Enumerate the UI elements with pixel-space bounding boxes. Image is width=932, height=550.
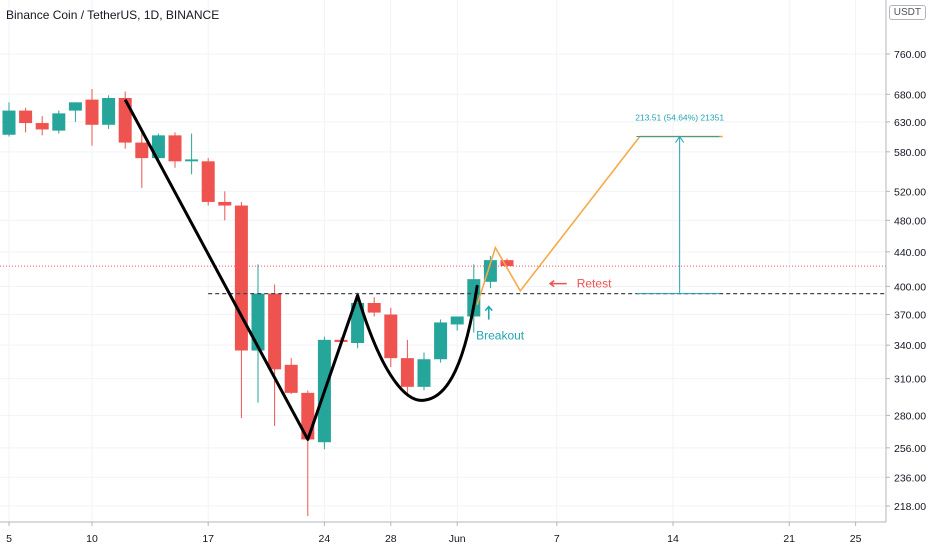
candle-body [118,98,132,143]
grid [0,0,886,522]
candle-body [201,161,215,202]
candle [351,292,365,349]
candle [301,390,315,517]
annotations: 213.51 (54.64%) 21351 Breakout Retest [476,113,724,343]
candle-body [351,302,365,344]
y-tick-label: 218.00 [894,501,926,513]
y-tick-label: 440.00 [894,247,926,259]
candle [201,158,215,206]
y-tick-label: 340.00 [894,340,926,352]
y-tick-label: 400.00 [894,281,926,293]
x-tick-label: 7 [554,533,560,545]
candle-body [251,293,265,351]
candle [234,201,248,419]
candle-body [450,316,464,325]
candle [417,352,431,391]
candle [384,307,398,368]
chart-title: Binance Coin / TetherUS, 1D, BINANCE [6,8,220,22]
candle-body [417,359,431,387]
candle-body [218,201,232,206]
candle-body [384,314,398,359]
x-tick-label: 25 [850,533,862,545]
y-tick-label: 760.00 [894,49,926,61]
y-tick-label: 680.00 [894,89,926,101]
y-tick-label: 630.00 [894,117,926,129]
candle-body [234,205,248,351]
candle [52,110,66,134]
candle [35,116,49,136]
y-tick-label: 580.00 [894,147,926,159]
candle [19,107,33,133]
candle [2,102,16,137]
y-tick-label: 480.00 [894,215,926,227]
x-tick-label: Jun [449,533,466,545]
retest-label: Retest [577,277,612,291]
candle [151,133,165,162]
candle-body [185,159,199,162]
x-tick-label: 14 [667,533,679,545]
y-tick-label: 256.00 [894,443,926,455]
x-axis: 5 10 17 24 28 Jun 7 14 21 25 [0,521,932,550]
y-tick-label: 520.00 [894,186,926,198]
candle-body [2,110,16,135]
y-axis-background [886,0,932,550]
candle [68,102,82,122]
candle-body [35,123,49,130]
pattern-drop-line [123,98,360,441]
measure-arrowhead [675,135,685,143]
y-tick-label: 370.00 [894,310,926,322]
candle-body [85,99,99,125]
candle [367,297,381,317]
candle [284,358,298,395]
candle [251,264,265,403]
retest-arrow-icon [548,279,567,288]
candle [168,132,182,168]
x-tick-label: 21 [783,533,795,545]
candle [85,88,99,146]
y-tick-label: 280.00 [894,410,926,422]
candle-body [52,113,66,131]
candle-body [500,260,514,267]
candle [218,191,232,221]
x-tick-label: 24 [319,533,331,545]
y-tick-label: 310.00 [894,374,926,386]
chart-lines [0,98,886,441]
candles [2,88,514,517]
breakout-arrow-icon [484,305,493,320]
measure-label: 213.51 (54.64%) 21351 [635,113,724,123]
x-axis-background [0,522,886,550]
candle-body [367,302,381,313]
candle-body [483,260,497,282]
candle-body [268,293,282,370]
candle-body [68,102,82,111]
candle [268,284,282,426]
candle-body [400,358,414,387]
x-tick-label: 17 [202,533,214,545]
candle [400,339,414,393]
x-tick-label: 10 [86,533,98,545]
candle-body [19,110,33,124]
candle-body [102,98,116,125]
candle [185,133,199,175]
candle-body [135,142,149,159]
candle [102,95,116,129]
pattern-cup-curve [356,284,479,402]
y-axis: 218.00 236.00 256.00 280.00 310.00 340.00 370.… [885,0,932,550]
axis-corner [886,522,932,550]
x-tick-label: 5 [6,533,12,545]
candle-body [284,364,298,393]
candle [450,316,464,331]
candle-body [168,135,182,162]
candle [434,319,448,363]
candle [135,132,149,188]
candle-body [434,322,448,360]
x-tick-label: 28 [385,533,397,545]
currency-badge[interactable]: USDT [888,5,926,20]
breakout-label: Breakout [476,329,525,343]
y-tick-label: 236.00 [894,472,926,484]
